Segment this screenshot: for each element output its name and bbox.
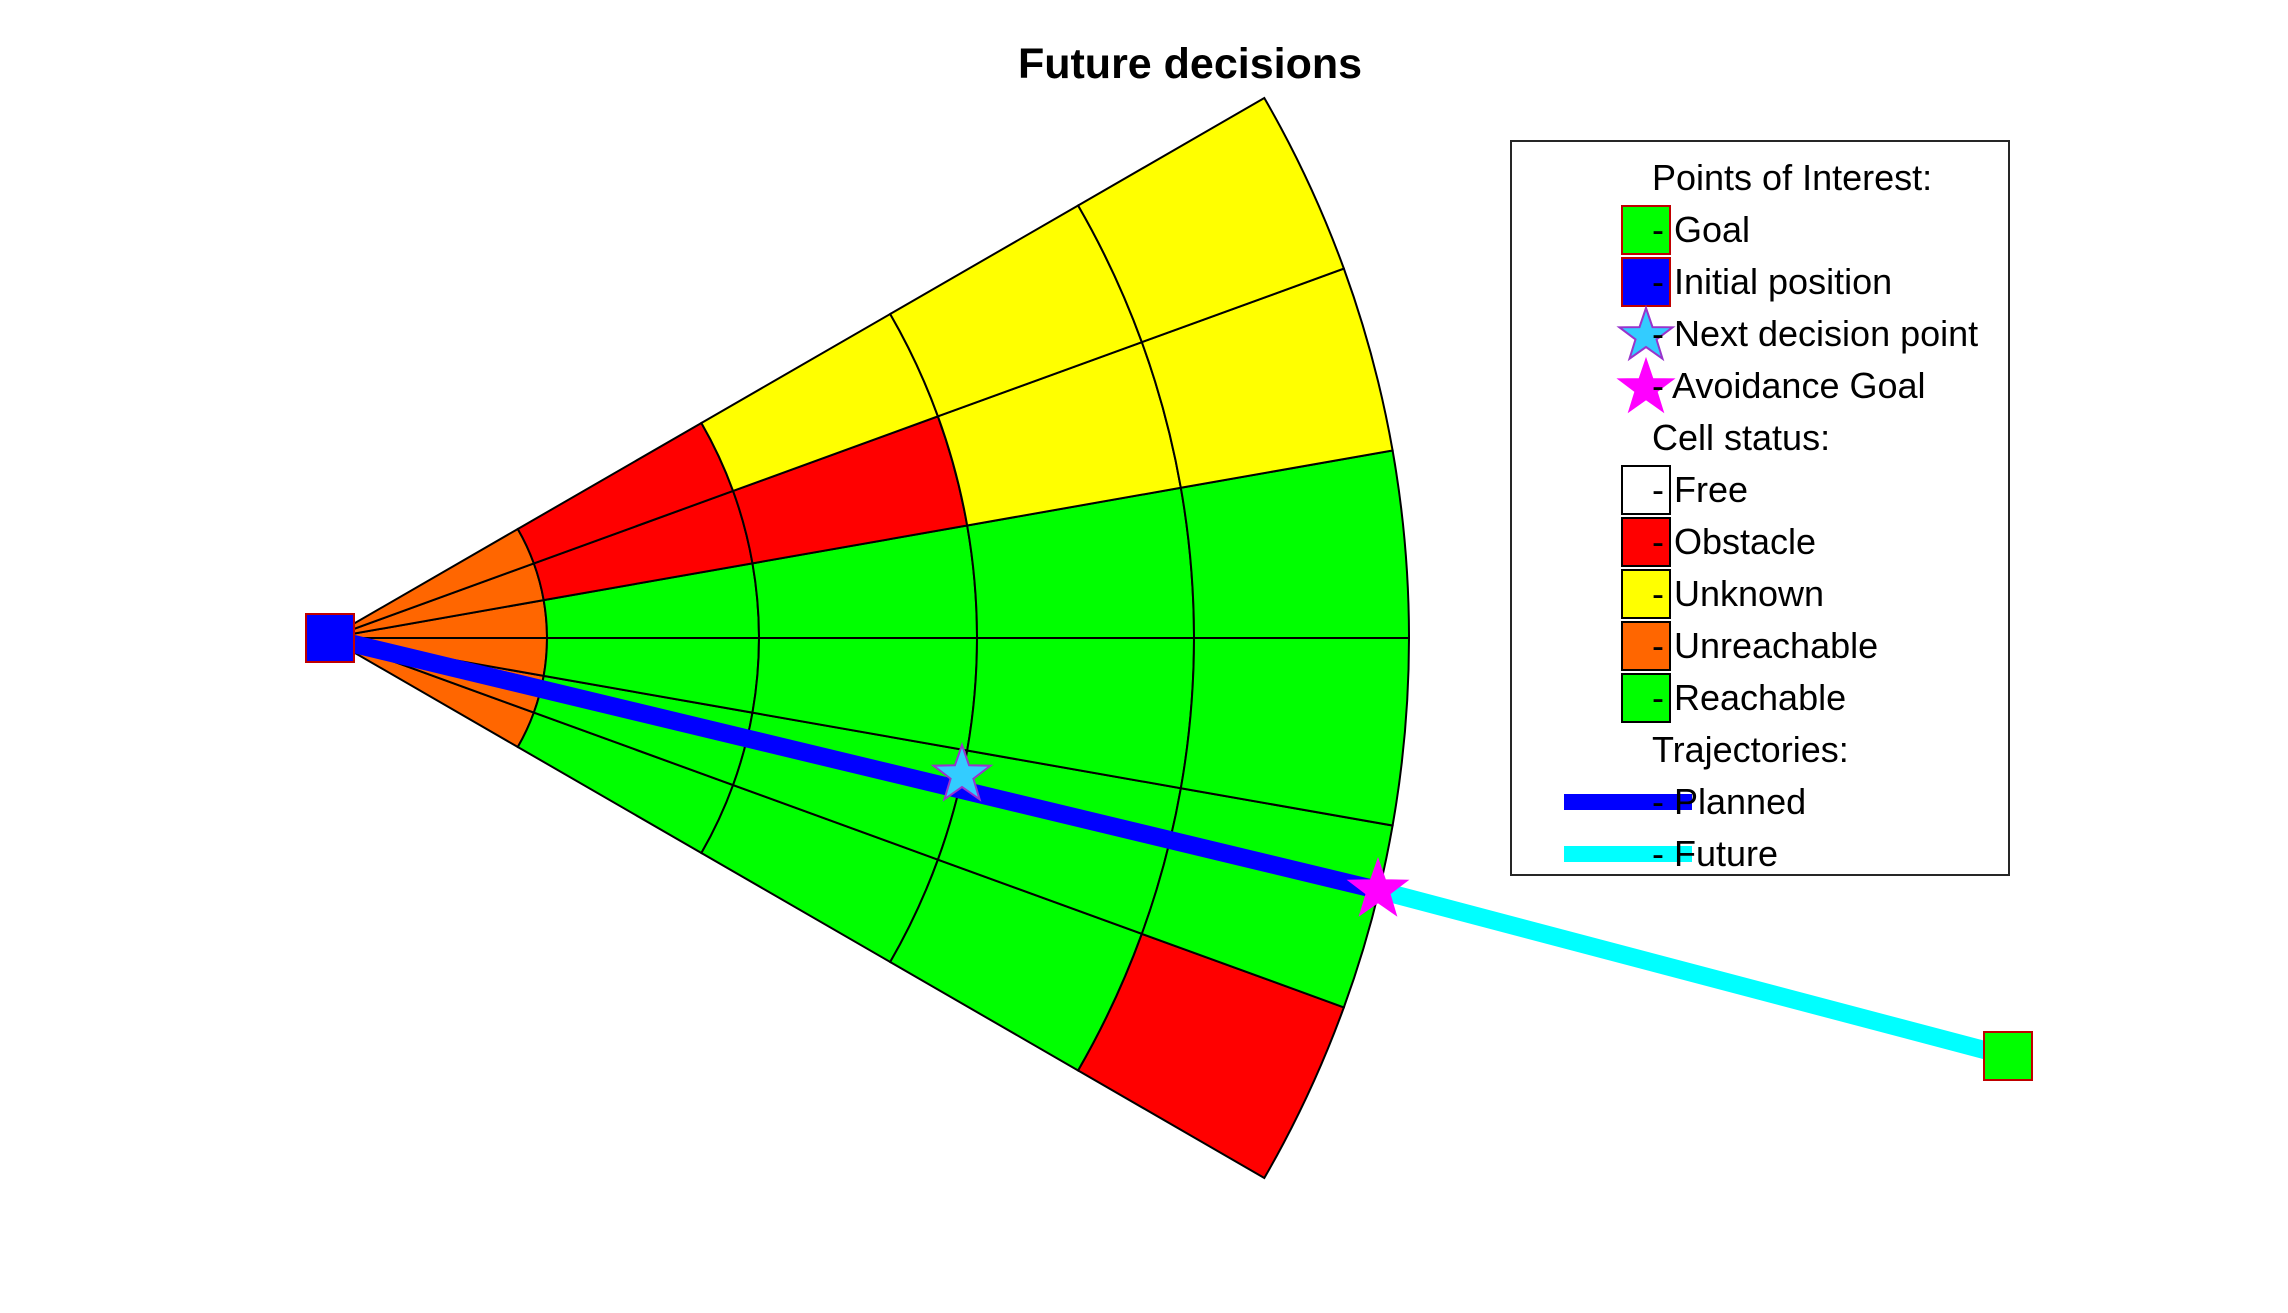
legend-item: - Initial position [1512,256,2008,308]
legend-item: - Unknown [1512,568,2008,620]
planned-trajectory [326,629,1381,899]
unknown-box-icon [1562,568,1671,620]
avoidance-goal-star [1346,856,1410,917]
reachable-box-icon [1562,672,1671,724]
trajectory-layer [326,629,2010,1065]
legend-item: - Next decision point [1512,304,2008,362]
legend-label: - Initial position [1652,261,1893,302]
legend-label: - Free [1652,469,1749,510]
cyan-star-icon [1562,304,1676,362]
legend-item: - Future [1512,828,2008,880]
sensor-grid [328,96,1411,1180]
planned-line-icon [1562,776,1692,828]
figure-title: Future decisions [1017,40,1363,88]
future-line-icon [1562,828,1692,880]
legend-item: - Planned [1512,776,2008,828]
obstacle-box-icon [1562,516,1671,568]
unreachable-box-icon [1562,620,1671,672]
legend-item: - Free [1512,464,2008,516]
next-decision-point-star [930,741,994,802]
legend-label: Trajectories: [1652,729,1849,770]
legend-label: Points of Interest: [1652,157,1933,198]
goal-square-icon [1562,204,1671,256]
legend-item: - Goal [1512,204,2008,256]
initial-position-marker [305,613,355,663]
legend-label: - Obstacle [1652,521,1817,562]
future-trajectory [1375,881,2010,1065]
legend-label: - Planned [1652,781,1807,822]
legend-label: - Unknown [1652,573,1825,614]
legend-label: - Unreachable [1652,625,1879,666]
legend-item: - Reachable [1512,672,2008,724]
grid-cell [1076,96,1346,344]
magenta-star-icon [1562,356,1676,414]
initial-square-icon [1562,256,1671,308]
legend-label: - Avoidance Goal [1652,365,1926,406]
legend-label: - Future [1652,833,1779,874]
legend-item: Cell status: [1512,412,2008,464]
legend-label: Cell status: [1652,417,1831,458]
legend: Points of Interest: - Goal - Initial posit… [1510,140,2010,876]
legend-item: - Unreachable [1512,620,2008,672]
legend-item: - Avoidance Goal [1512,356,2008,414]
legend-item: Points of Interest: [1512,152,2008,204]
legend-item: - Obstacle [1512,516,2008,568]
goal-marker [1983,1031,2033,1081]
legend-label: - Reachable [1652,677,1847,718]
free-box-icon [1562,464,1671,516]
legend-item: Trajectories: [1512,724,2008,776]
legend-label: - Goal [1652,209,1751,250]
legend-label: - Next decision point [1652,313,1979,354]
